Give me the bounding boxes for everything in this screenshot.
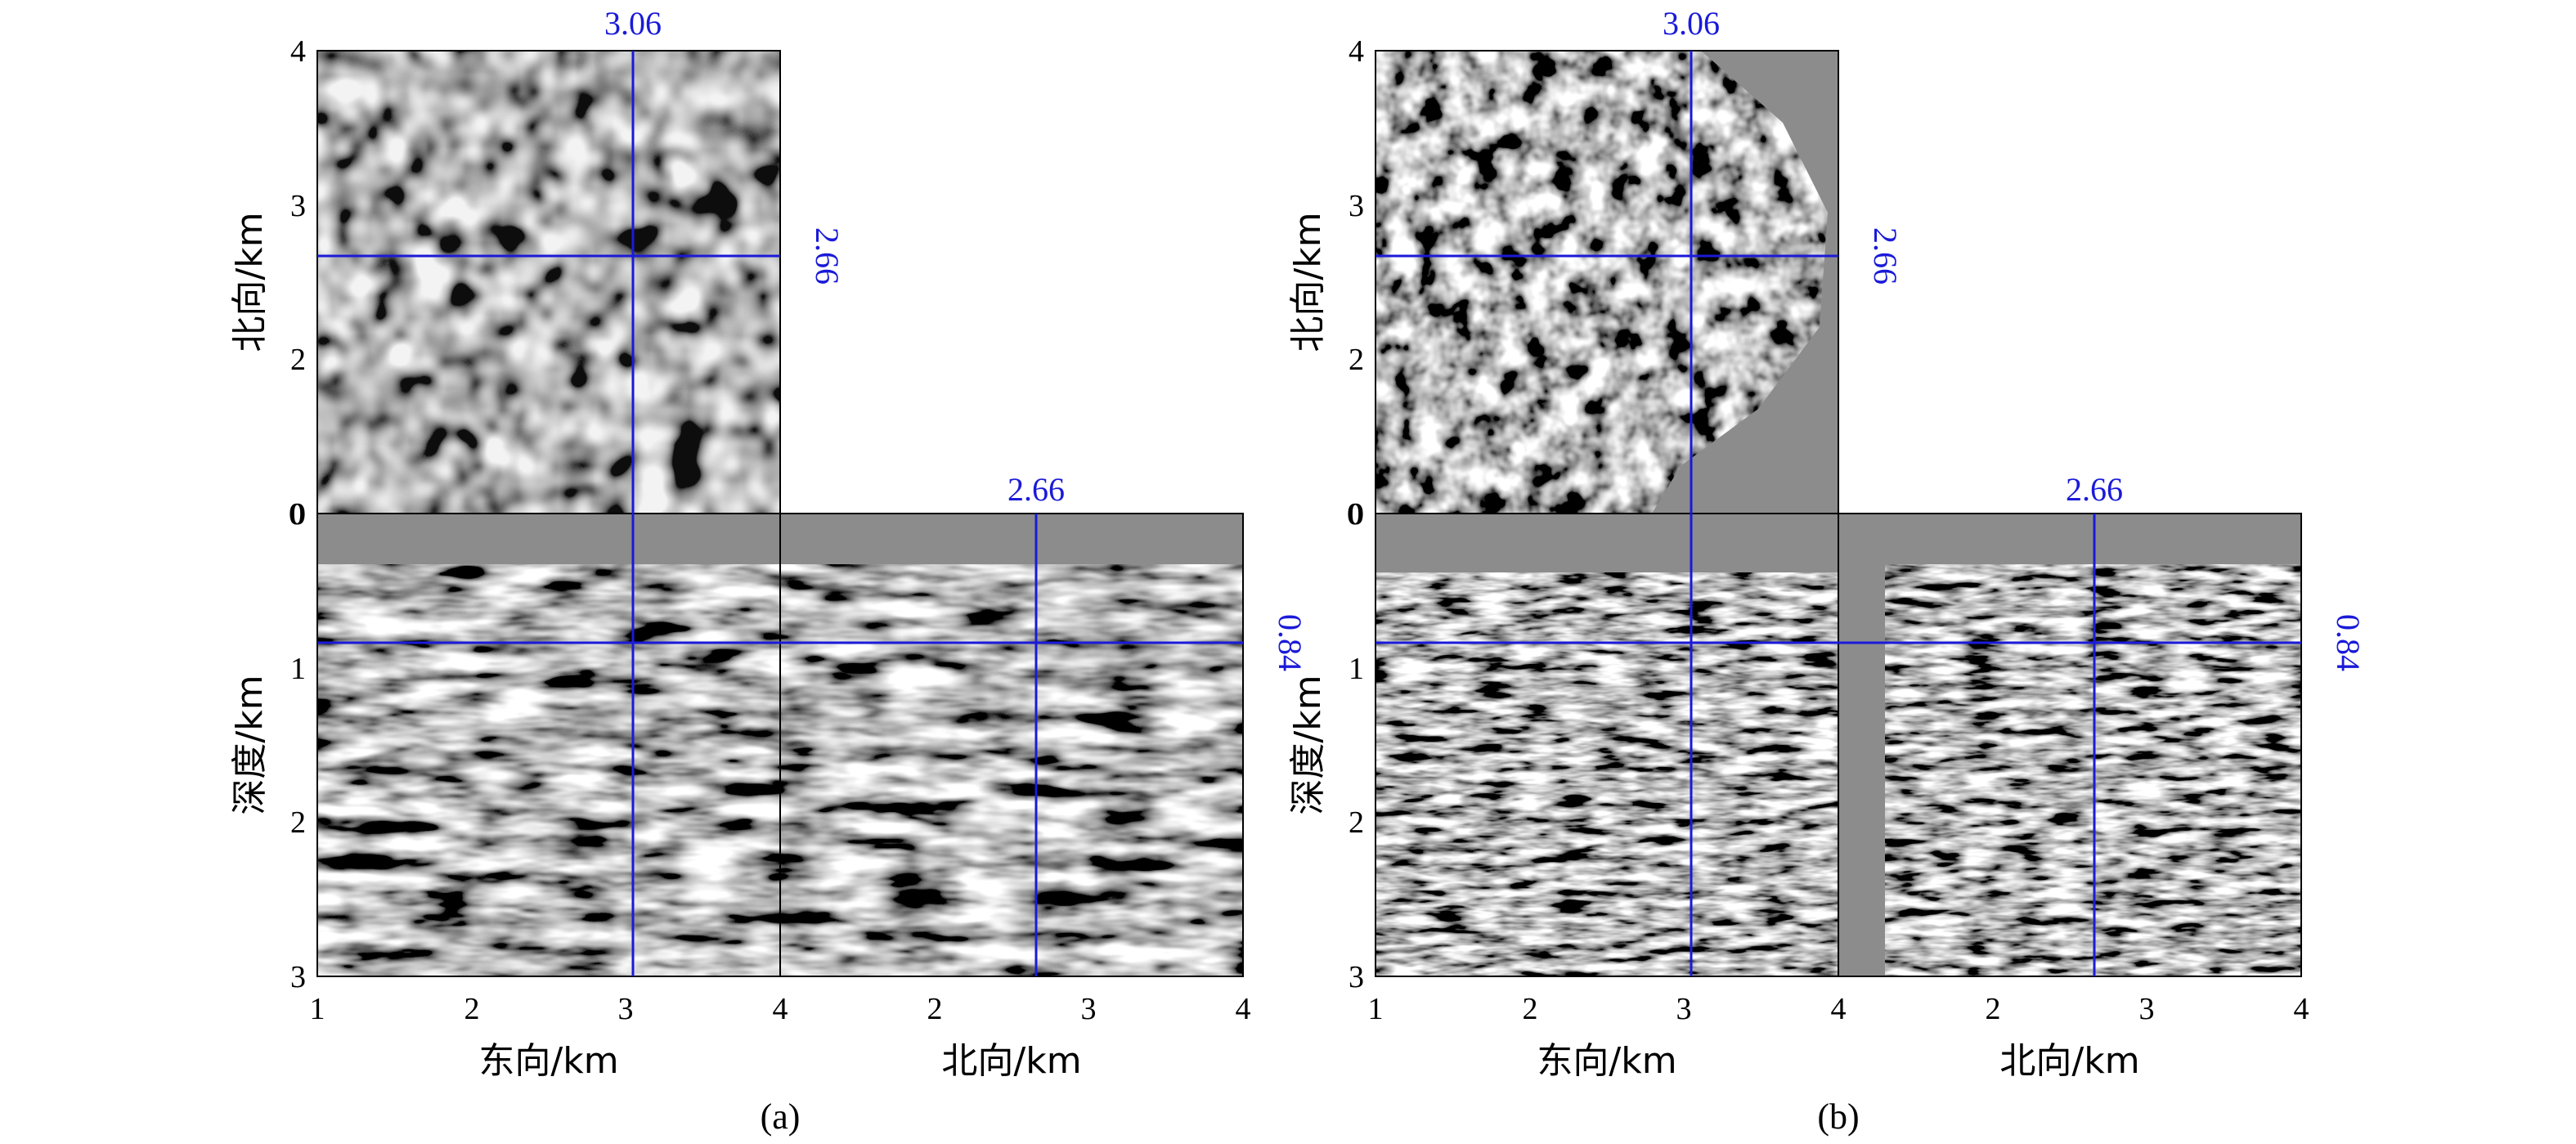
panel-a: 3.06 2.66 2.66 0.84 4 3 2 0 北向/km 0 1 2 … <box>229 5 1308 1137</box>
panel-a-north-slice-value: 2.66 <box>809 227 846 285</box>
panel-a-crossline-section <box>780 564 1243 976</box>
panel-a-east-tick: 3 <box>618 992 634 1026</box>
panel-a-map-y-label: 北向/km <box>229 212 271 352</box>
panel-b-north-slice-value-top: 2.66 <box>2066 471 2123 508</box>
panel-a-depth-tick: 2 <box>290 805 306 840</box>
panel-a-east-axis-label: 东向/km <box>478 1040 618 1082</box>
panel-b-depth-ticks: 0 1 2 3 <box>1349 497 1364 994</box>
panel-b-east-tick: 1 <box>1368 992 1384 1026</box>
panel-a-north-x-tick: 3 <box>1081 992 1097 1026</box>
panel-a-north-axis-label: 北向/km <box>941 1040 1081 1082</box>
panel-a-east-tick: 1 <box>310 992 325 1026</box>
panel-a-depth-label: 深度/km <box>229 675 271 814</box>
panel-b-east-tick: 4 <box>1831 992 1847 1026</box>
panel-a-depth-slice-value: 0.84 <box>1272 614 1308 671</box>
panel-a-east-slice-value: 3.06 <box>604 5 662 42</box>
panel-a-east-ticks: 1 2 3 4 <box>310 992 788 1026</box>
panel-b-depth-tick: 2 <box>1349 805 1364 840</box>
panel-a-north-x-ticks: 2 3 4 <box>927 992 1251 1026</box>
panel-a-north-slice-value-top: 2.66 <box>1008 471 1065 508</box>
panel-b-north-x-ticks: 2 3 4 <box>1986 992 2309 1026</box>
panel-b-north-tick: 4 <box>1349 34 1364 69</box>
panel-b-east-tick: 3 <box>1676 992 1692 1026</box>
panel-b-inline-section <box>1376 572 1838 976</box>
panel-a-depth-tick: 3 <box>290 960 306 994</box>
panel-b-map-y-label: 北向/km <box>1287 212 1329 352</box>
panel-a-depth-ticks: 0 1 2 3 <box>290 497 306 994</box>
panel-b-north-tick: 3 <box>1349 189 1364 223</box>
panel-a-north-tick: 4 <box>290 34 306 69</box>
panel-a-north-x-tick: 4 <box>1236 992 1251 1026</box>
panel-a-crosshair <box>317 51 1243 976</box>
panel-b-east-slice-value: 3.06 <box>1663 5 1720 42</box>
panel-a-caption-label: (a) <box>761 1097 801 1137</box>
panel-b-depth-tick: 0 <box>1349 497 1364 532</box>
panel-b-north-tick: 0 <box>1347 497 1362 532</box>
panel-b-caption-label: (b) <box>1817 1097 1859 1137</box>
panel-b-depth-tick: 1 <box>1349 652 1364 686</box>
panel-a-north-tick: 0 <box>289 497 304 532</box>
panel-b-north-slice-value: 2.66 <box>1867 227 1904 285</box>
panel-b: 3.06 2.66 2.66 0.84 4 3 2 0 北向/km 0 1 2 … <box>1287 5 2367 1137</box>
panel-b-north-x-tick: 2 <box>1986 992 2001 1026</box>
panel-b-depth-slice-value: 0.84 <box>2330 614 2367 671</box>
panel-a-north-tick: 3 <box>290 189 306 223</box>
panel-b-north-x-tick: 4 <box>2294 992 2309 1026</box>
panel-a-inline-section <box>317 564 780 976</box>
panel-a-frames <box>316 50 1244 977</box>
panel-a-map-view <box>317 51 780 514</box>
panel-a-north-x-tick: 2 <box>927 992 943 1026</box>
panel-a-east-tick: 4 <box>773 992 788 1026</box>
panel-b-north-tick: 2 <box>1349 343 1364 377</box>
panel-b-depth-tick: 3 <box>1349 960 1364 994</box>
panel-b-north-axis-label: 北向/km <box>1999 1040 2139 1082</box>
panel-b-depth-label: 深度/km <box>1287 675 1329 814</box>
panel-a-north-tick: 2 <box>290 343 306 377</box>
panel-b-crosshair <box>1376 51 2301 976</box>
panel-a-east-tick: 2 <box>464 992 480 1026</box>
panel-b-east-tick: 2 <box>1523 992 1538 1026</box>
panel-b-east-ticks: 1 2 3 4 <box>1368 992 1847 1026</box>
panel-b-east-axis-label: 东向/km <box>1537 1040 1676 1082</box>
panel-a-map-y-ticks: 4 3 2 0 <box>289 34 306 532</box>
panel-b-frames <box>1375 50 2302 977</box>
panel-b-north-x-tick: 3 <box>2139 992 2155 1026</box>
panel-a-depth-tick: 0 <box>290 497 306 532</box>
panel-b-map-y-ticks: 4 3 2 0 <box>1347 34 1364 532</box>
panel-a-depth-tick: 1 <box>290 652 306 686</box>
